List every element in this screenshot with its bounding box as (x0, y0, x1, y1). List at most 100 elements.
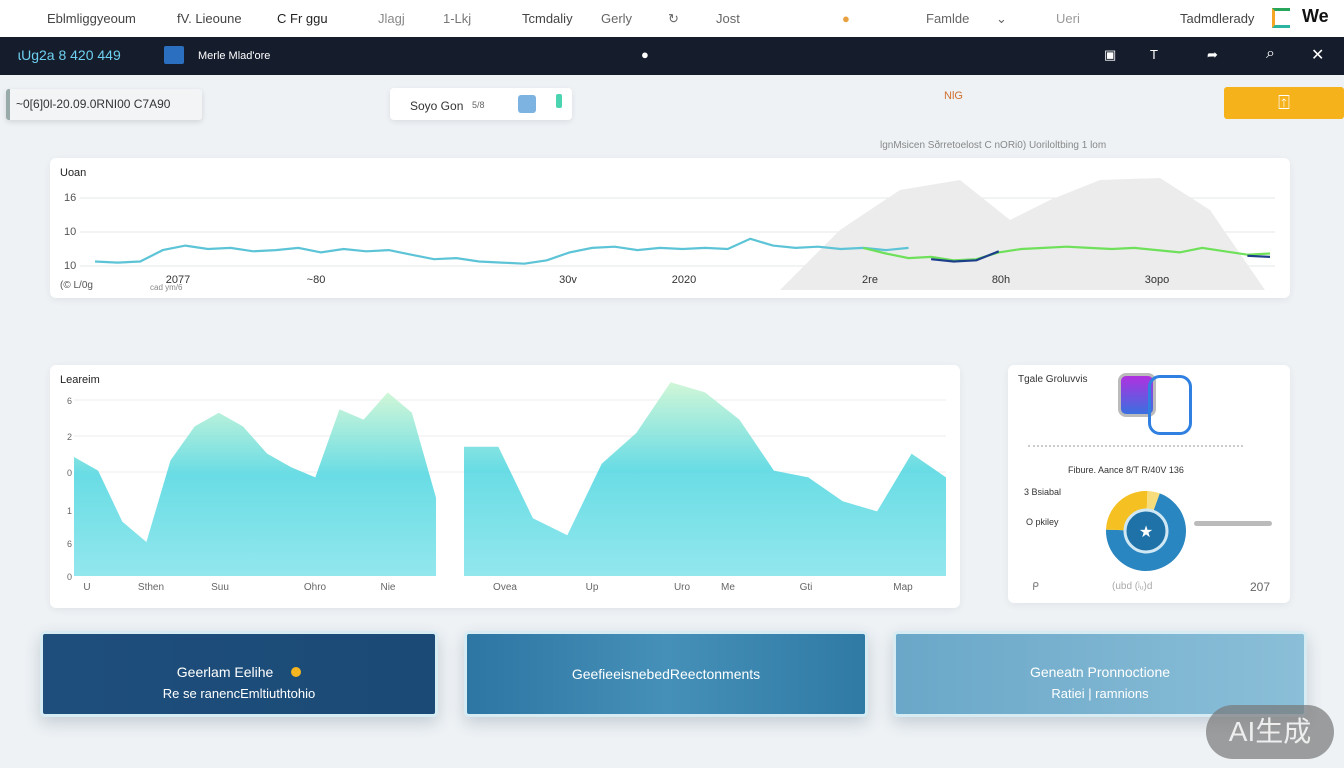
y-tick: 1 (67, 506, 72, 516)
menu-item[interactable]: fV. Lieoune (177, 11, 242, 26)
refresh-icon[interactable]: ↻ (668, 11, 679, 26)
export-button[interactable]: ⍐ (1224, 87, 1344, 119)
stat-label: 3 Bsiabal (1024, 487, 1062, 497)
action-subtitle: Ratiei | ramnions (1051, 686, 1149, 701)
x-tick: Up (586, 582, 599, 593)
date-range-field[interactable]: ~0[6]0l-20.09.0RNI00 C7A90 (6, 89, 202, 120)
action-button-3[interactable]: Geneatn Pronnoctione Ratiei | ramnions (893, 631, 1307, 717)
x-tick: Me (721, 582, 735, 593)
slider[interactable] (1194, 521, 1272, 526)
y-tick: 6 (67, 539, 72, 549)
header-code: ɩUg2a 8 420 449 (18, 47, 121, 63)
x-tick: 30v (559, 274, 577, 286)
menu-item[interactable]: Tcmdaliy (522, 11, 573, 26)
menu-item[interactable]: Ueri (1056, 11, 1080, 26)
action-subtitle: Re se ranencEmltiuthtohio (162, 686, 316, 701)
line-series-1 (863, 245, 1271, 262)
x-tick: Uro (674, 582, 691, 593)
line-chart: 2077 ~80 30v 2020 2re 80h 3opo (80, 178, 1275, 290)
close-icon[interactable]: ✕ (1311, 47, 1325, 64)
y-tick: 6 (67, 396, 72, 406)
card-title: Tgale Groluvvis (1018, 374, 1088, 385)
stat-label: O pkiley (1026, 517, 1059, 527)
menu-item[interactable]: Gerly (601, 11, 633, 26)
chart-footer: (© L/0g (60, 280, 93, 291)
x-tick: Sthen (138, 582, 164, 593)
camera-icon[interactable]: ▣ (1104, 47, 1117, 62)
header-bar: ɩUg2a 8 420 449 Merle Mlad'ore ● ▣ T ➦ ⌕… (0, 37, 1344, 75)
toggle-icon[interactable] (556, 94, 562, 108)
search-count: 5/8 (472, 100, 485, 110)
door-icon: ⍐ (1278, 92, 1290, 114)
line-series-2 (930, 250, 1271, 263)
search-box[interactable]: Soyo Gon 5/8 (390, 88, 572, 120)
action-title: Geneatn Pronnoctione (1029, 664, 1171, 680)
y-tick: 10 (64, 260, 77, 272)
x-tick: Map (893, 582, 913, 593)
x-tick: 2020 (672, 274, 696, 286)
area-panel-2 (464, 382, 946, 576)
action-button-2[interactable]: GeefieeisnebedReectonments (464, 631, 868, 717)
y-tick: 16 (64, 192, 77, 204)
menu-item[interactable]: 1-Lkj (443, 11, 472, 26)
area-chart: 6 2 0 1 6 0 U Sthen Suu Ohro Nie Ovea Up Uro Me Gti Map (67, 382, 946, 593)
y-tick: 0 (67, 468, 72, 478)
x-tick: 80h (992, 274, 1010, 286)
menu-item[interactable]: Famlde (926, 11, 970, 26)
y-tick: 2 (67, 432, 72, 442)
status-dot-icon (291, 667, 302, 677)
illustration-icon (1148, 375, 1192, 435)
action-title: GeefieeisnebedReectonments (571, 666, 761, 682)
side-stats-card: Tgale Groluvvis Fibure. Aance 8/T R/40V … (1008, 365, 1290, 603)
background-area (780, 178, 1265, 290)
legend-text: Fibure. Aance 8/T R/40V 136 (1068, 465, 1184, 475)
divider (1028, 445, 1243, 447)
lock-icon: ● (842, 11, 850, 26)
menu-item[interactable]: Eblmliggyeoum (47, 11, 136, 26)
header-title: Merle Mlad'ore (198, 50, 271, 62)
search-icon[interactable]: ⌕ (1266, 45, 1275, 62)
brand-label: We (1302, 6, 1329, 26)
filter-icon[interactable] (518, 95, 536, 113)
area-panel-1 (74, 392, 436, 576)
share-icon[interactable]: ➦ (1207, 47, 1218, 62)
donut-center (1123, 508, 1169, 554)
footer-value: 207 (1250, 580, 1271, 594)
chevron-down-icon[interactable]: ⌄ (996, 11, 1007, 26)
chart-label: Uoan (60, 167, 87, 179)
x-tick: U (83, 582, 90, 593)
x-tick: 2re (862, 274, 878, 286)
footer-icon: ᑭ (1032, 581, 1039, 593)
y-tick: 0 (67, 572, 72, 582)
x-tick: 2077 (166, 274, 190, 286)
watermark: AI生成 (1206, 705, 1334, 759)
donut-chart: ★ (1106, 491, 1186, 571)
status-badge: NlG (944, 90, 963, 102)
x-tick: Suu (211, 582, 229, 593)
x-tick: ~80 (307, 274, 326, 286)
chart-footer-sub: cad ym/6 (150, 283, 183, 292)
app-logo-icon (1272, 8, 1290, 28)
menu-item[interactable]: Jlagj (378, 11, 405, 26)
menu-item[interactable]: C Fr ggu (277, 11, 328, 26)
page-subtitle: lgnMsicen Sðrretoelost C nORi0) Uorilolt… (880, 140, 1107, 151)
x-tick: Ohro (304, 582, 327, 593)
line-series-0 (94, 237, 909, 265)
menu-item[interactable]: Jost (716, 11, 740, 26)
footer-mid: (ubd (ʲᵤ)d (1112, 581, 1153, 592)
top-menu-bar: Eblmliggyeoum fV. Lieoune C Fr ggu Jlagj… (0, 0, 1344, 37)
star-icon: ★ (1139, 524, 1153, 541)
y-tick: 10 (64, 226, 77, 238)
x-tick: Gti (800, 582, 813, 593)
x-tick: Ovea (493, 582, 517, 593)
action-title: Geerlam Eelihe (43, 664, 435, 680)
x-tick: Nie (380, 582, 395, 593)
status-dot-icon: ● (641, 47, 649, 62)
action-button-1[interactable]: Geerlam Eelihe Re se ranencEmltiuthtohio (40, 631, 438, 717)
chart-label: Leareim (60, 374, 100, 386)
search-input[interactable]: Soyo Gon (410, 99, 464, 113)
menu-item[interactable]: Tadmdlerady (1180, 11, 1255, 26)
app-icon (164, 46, 184, 64)
text-tool-icon[interactable]: T (1150, 47, 1158, 62)
x-tick: 3opo (1145, 274, 1169, 286)
